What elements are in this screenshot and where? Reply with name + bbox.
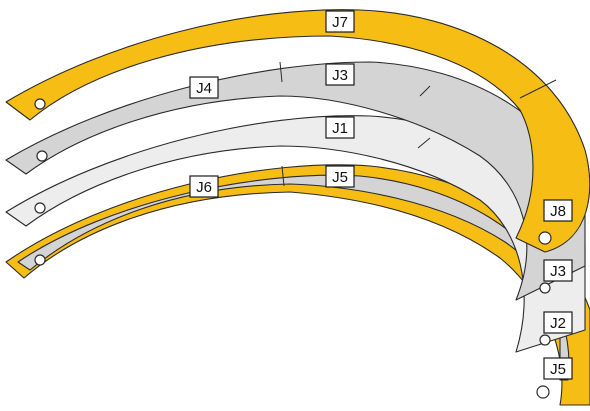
ring-second-end-hole [539, 282, 551, 294]
ring-second [5, 61, 586, 301]
ring-third [5, 115, 586, 353]
ring-top-body [5, 9, 590, 253]
label-ring-second-center-text: J3 [332, 67, 348, 84]
label-ring-third-center-text: J1 [332, 120, 348, 137]
label-ring-second-center: J3 [325, 63, 355, 86]
label-ring-top-center-text: J7 [332, 14, 348, 31]
label-ring-third-end: J2 [543, 311, 573, 334]
label-ring-second-left-text: J4 [196, 80, 212, 97]
label-ring-bottom-center-text: J5 [332, 169, 348, 186]
label-ring-third-center: J1 [325, 116, 355, 139]
ring-second-body [5, 61, 586, 301]
ring-second-seam [279, 61, 283, 83]
label-ring-second-end: J3 [543, 259, 573, 282]
ring-bottom-left-hole [34, 254, 46, 266]
label-ring-bottom-center: J5 [325, 165, 355, 188]
label-ring-top-end: J8 [543, 199, 573, 222]
ring-second-cut [419, 85, 431, 97]
ring-top-left-hole [34, 98, 46, 110]
ring-bottom-end-hole [536, 385, 550, 399]
ring-top [5, 9, 590, 253]
label-ring-bottom-left: J6 [189, 175, 219, 198]
label-ring-third-end-text: J2 [550, 315, 566, 332]
ring-top-end-hole [538, 231, 552, 245]
ring-third-left-hole [34, 202, 46, 214]
ring-bottom-seam [281, 165, 285, 187]
ring-bottom-outer [5, 164, 590, 406]
ring-second-left-hole [36, 150, 48, 162]
label-ring-second-left: J4 [189, 76, 219, 99]
label-ring-second-end-text: J3 [550, 263, 566, 280]
label-ring-bottom-end-text: J5 [550, 361, 566, 378]
ring-third-end-hole [539, 334, 551, 346]
label-ring-bottom-end: J5 [543, 357, 573, 380]
ring-third-body [5, 115, 586, 353]
ring-third-cut [417, 137, 431, 149]
label-ring-bottom-left-text: J6 [196, 179, 212, 196]
ring-top-seam [519, 79, 557, 99]
label-ring-top-center: J7 [325, 10, 355, 33]
label-ring-top-end-text: J8 [550, 203, 566, 220]
